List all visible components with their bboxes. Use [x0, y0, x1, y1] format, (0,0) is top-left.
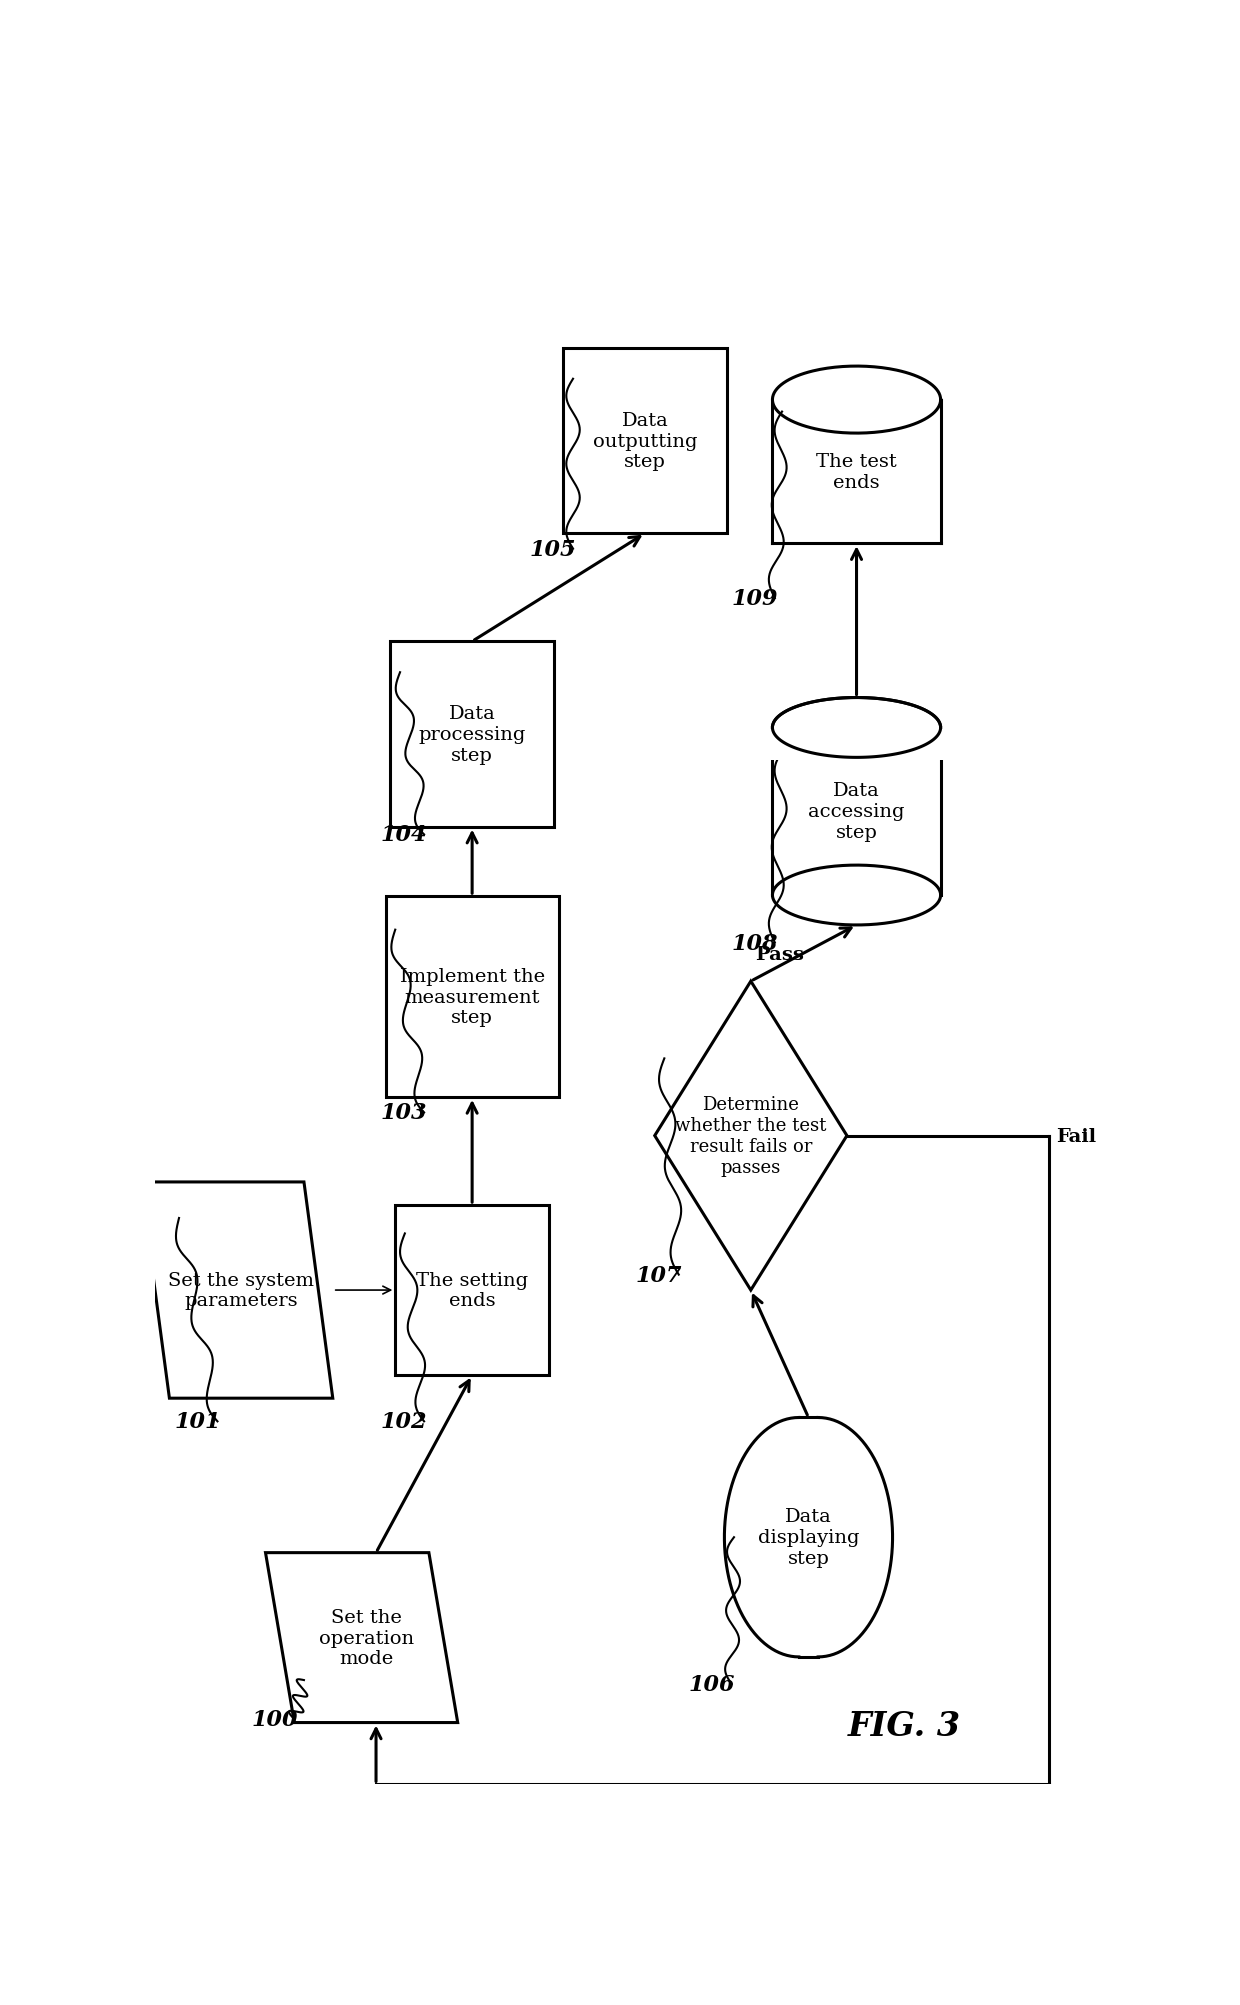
Polygon shape	[265, 1552, 458, 1722]
Text: 103: 103	[381, 1103, 428, 1125]
Text: The test
ends: The test ends	[816, 453, 897, 491]
Bar	[391, 642, 554, 828]
Text: 107: 107	[635, 1263, 682, 1285]
Text: The setting
ends: The setting ends	[417, 1271, 528, 1309]
Text: 105: 105	[529, 539, 577, 559]
Polygon shape	[655, 982, 847, 1291]
Text: 109: 109	[732, 587, 779, 610]
Polygon shape	[773, 866, 941, 926]
Polygon shape	[773, 367, 941, 433]
Polygon shape	[773, 698, 941, 758]
Text: Determine
whether the test
result fails or
passes: Determine whether the test result fails …	[675, 1097, 827, 1177]
Text: Set the
operation
mode: Set the operation mode	[319, 1608, 414, 1668]
Bar	[563, 349, 727, 533]
Bar	[773, 728, 941, 896]
Text: 106: 106	[688, 1672, 735, 1694]
Text: 104: 104	[381, 824, 428, 846]
Text: Data
accessing
step: Data accessing step	[808, 782, 905, 842]
Text: Pass: Pass	[755, 944, 805, 962]
Polygon shape	[724, 1418, 799, 1656]
Polygon shape	[818, 1418, 893, 1656]
Bar	[768, 726, 945, 762]
Bar	[773, 401, 941, 543]
Text: Implement the
measurement
step: Implement the measurement step	[399, 966, 544, 1027]
Bar	[799, 1418, 818, 1656]
Text: 101: 101	[174, 1412, 221, 1434]
Polygon shape	[140, 1183, 332, 1399]
Text: Set the system
parameters: Set the system parameters	[169, 1271, 315, 1309]
Text: Data
processing
step: Data processing step	[418, 706, 526, 764]
Bar	[386, 896, 558, 1097]
Text: Fail: Fail	[1056, 1127, 1096, 1145]
Bar	[396, 1205, 549, 1375]
Text: FIG. 3: FIG. 3	[848, 1710, 961, 1742]
Text: 102: 102	[381, 1412, 428, 1434]
Text: 100: 100	[250, 1708, 298, 1730]
Text: Data
displaying
step: Data displaying step	[758, 1508, 859, 1568]
Text: Data
outputting
step: Data outputting step	[593, 411, 697, 471]
Text: 108: 108	[732, 932, 779, 954]
